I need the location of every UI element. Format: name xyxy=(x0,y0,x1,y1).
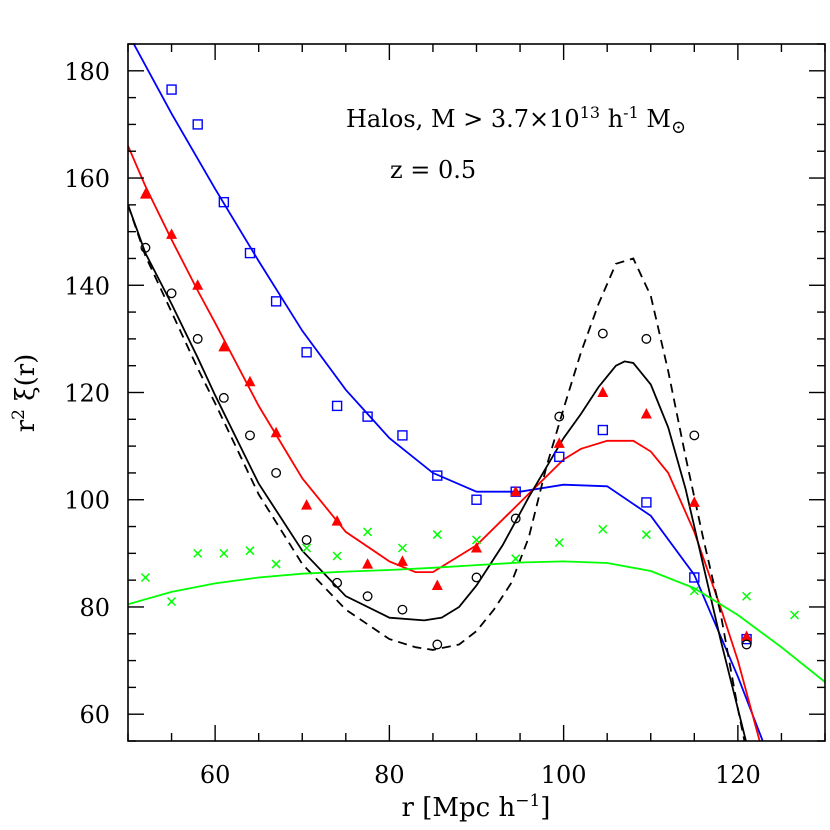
red-triangle-marker xyxy=(688,496,700,507)
green-cross-marker xyxy=(471,535,482,545)
green-cross-marker xyxy=(432,530,442,540)
x-tick-label: 120 xyxy=(715,761,761,789)
red-triangle-marker xyxy=(396,555,408,566)
series-black-solid-line xyxy=(128,204,747,741)
annotation-redshift: z = 0.5 xyxy=(390,156,476,184)
blue-square-marker xyxy=(471,494,482,505)
curve-layer xyxy=(128,44,825,741)
y-axis-label: r2 ξ(r) xyxy=(9,354,41,433)
black-circle-marker xyxy=(554,411,565,422)
series-blue-solid-line xyxy=(132,44,764,741)
red-triangle-marker xyxy=(166,228,178,239)
green-cross-marker xyxy=(511,554,521,564)
annotation-halos: Halos, M > 3.7×1013 h-1 M⊙ xyxy=(346,103,686,138)
y-tick-label: 120 xyxy=(64,380,110,408)
blue-square-marker xyxy=(331,400,343,412)
black-circle-marker xyxy=(140,242,151,253)
blue-square-marker xyxy=(689,572,700,583)
blue-square-marker xyxy=(554,451,565,463)
black-circle-marker xyxy=(471,572,482,583)
black-circle-marker xyxy=(741,639,752,650)
black-circle-marker xyxy=(245,430,255,441)
x-axis-label: r [Mpc h−1] xyxy=(402,791,551,823)
black-circle-marker xyxy=(689,430,700,441)
y-tick-label: 100 xyxy=(64,487,110,515)
series-green-solid-line xyxy=(128,560,825,683)
black-circle-marker xyxy=(192,333,203,344)
black-circle-marker xyxy=(597,328,608,339)
green-cross-marker xyxy=(193,548,203,558)
green-cross-marker xyxy=(219,548,229,558)
green-cross-marker xyxy=(363,527,373,537)
black-circle-marker xyxy=(218,392,229,403)
black-circle-marker xyxy=(362,591,373,602)
red-triangle-marker xyxy=(431,579,443,591)
y-tick-label: 180 xyxy=(64,58,110,86)
red-triangle-marker xyxy=(510,485,522,497)
marker-layer xyxy=(139,84,800,650)
red-triangle-marker xyxy=(244,375,256,387)
blue-square-marker xyxy=(301,347,312,358)
tick-layer xyxy=(127,43,826,742)
red-triangle-marker xyxy=(270,426,282,438)
blue-square-marker xyxy=(597,424,609,436)
x-tick-label: 60 xyxy=(200,761,231,789)
series-black-dashed-line xyxy=(128,204,746,741)
red-triangle-marker xyxy=(362,558,374,569)
black-circle-marker xyxy=(397,604,408,615)
black-circle-marker xyxy=(432,639,443,650)
green-cross-marker xyxy=(167,597,177,607)
y-tick-label: 140 xyxy=(64,272,110,300)
red-triangle-marker xyxy=(597,386,609,397)
green-cross-marker xyxy=(271,559,281,569)
green-cross-marker xyxy=(245,546,255,556)
blue-square-marker xyxy=(244,247,256,259)
red-triangle-marker xyxy=(741,630,753,641)
blue-square-marker xyxy=(192,119,203,130)
green-cross-marker xyxy=(140,572,150,583)
blue-square-marker xyxy=(270,296,282,307)
black-circle-marker xyxy=(166,288,177,299)
black-circle-marker xyxy=(510,513,521,524)
tick-label-layer: 60 80 100 120 60 80 100 120 140 160 180 xyxy=(64,58,761,789)
blue-square-marker xyxy=(166,84,177,95)
green-cross-marker xyxy=(742,591,752,601)
black-circle-marker xyxy=(301,534,312,545)
red-triangle-marker xyxy=(301,499,313,510)
blue-square-marker xyxy=(362,411,373,422)
green-cross-marker xyxy=(789,610,800,620)
green-cross-marker xyxy=(397,543,407,553)
y-tick-label: 80 xyxy=(79,594,110,622)
black-circle-marker xyxy=(641,333,652,344)
blue-square-marker xyxy=(218,196,230,208)
red-triangle-marker xyxy=(192,279,204,290)
red-triangle-marker xyxy=(640,407,652,419)
red-triangle-marker xyxy=(218,340,230,352)
y-tick-label: 160 xyxy=(64,165,110,193)
x-tick-label: 100 xyxy=(541,761,587,789)
red-triangle-marker xyxy=(331,515,343,526)
blue-square-marker xyxy=(641,497,652,508)
green-cross-marker xyxy=(302,543,312,553)
red-triangle-marker xyxy=(139,188,151,199)
green-cross-marker xyxy=(689,586,699,596)
blue-square-marker xyxy=(432,470,443,481)
blue-square-marker xyxy=(397,430,408,441)
green-cross-marker xyxy=(598,524,608,534)
green-cross-marker xyxy=(641,530,651,540)
y-tick-label: 60 xyxy=(79,701,110,729)
red-triangle-marker xyxy=(471,541,482,553)
green-cross-marker xyxy=(554,538,564,548)
x-tick-label: 80 xyxy=(374,761,405,789)
red-triangle-marker xyxy=(553,437,565,448)
black-circle-marker xyxy=(271,467,282,478)
series-red-solid-line xyxy=(128,145,761,741)
black-circle-marker xyxy=(332,577,343,588)
green-cross-marker xyxy=(332,551,342,561)
